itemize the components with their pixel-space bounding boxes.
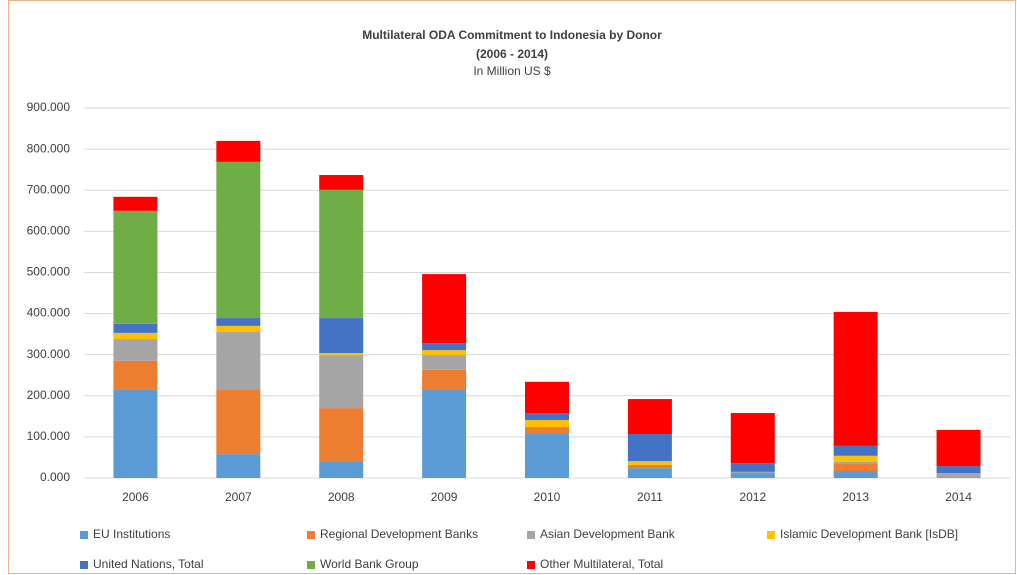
- x-tick-label: 2008: [328, 490, 355, 504]
- bar-segment: [833, 311, 878, 446]
- legend-swatch: [307, 561, 315, 569]
- bar-segment: [936, 473, 981, 478]
- x-tick-label: 2013: [842, 490, 869, 504]
- bar-segment: [113, 323, 158, 333]
- y-tick-label: 800.000: [27, 141, 71, 155]
- chart-subtitle: (2006 - 2014): [476, 47, 548, 61]
- bar-segment: [113, 210, 158, 324]
- legend-swatch: [767, 531, 775, 539]
- y-tick-label: 300.000: [27, 347, 71, 361]
- legend-label: Regional Development Banks: [320, 527, 478, 541]
- bar-segment: [216, 454, 261, 478]
- bar-segment: [422, 355, 467, 370]
- x-tick-label: 2012: [739, 490, 766, 504]
- bar-segment: [216, 318, 261, 326]
- y-tick-label: 900.000: [27, 100, 71, 114]
- bar-segment: [730, 473, 775, 478]
- y-tick-label: 600.000: [27, 224, 71, 238]
- legend-swatch: [527, 531, 535, 539]
- bar-segment: [936, 466, 981, 474]
- legend-label: United Nations, Total: [93, 557, 204, 571]
- y-tick-label: 400.000: [27, 306, 71, 320]
- bar-segment: [422, 350, 467, 356]
- legend-label: Asian Development Bank: [540, 527, 676, 541]
- bar-segment: [627, 464, 672, 469]
- bar-segment: [525, 434, 569, 478]
- legend-label: EU Institutions: [93, 527, 170, 541]
- bar-segment: [113, 332, 158, 340]
- bar-segment: [319, 353, 364, 356]
- bar-segment: [627, 434, 672, 462]
- bar-segment: [319, 189, 364, 319]
- chart-frame: [8, 0, 1016, 574]
- y-tick-label: 100.000: [27, 429, 71, 443]
- legend-label: Islamic Development Bank [IsDB]: [780, 527, 958, 541]
- y-tick-label: 200.000: [27, 388, 71, 402]
- bar-segment: [422, 343, 467, 351]
- legend-swatch: [527, 561, 535, 569]
- bar-segment: [730, 413, 775, 464]
- bar-segment: [422, 274, 467, 344]
- bar-segment: [319, 461, 364, 478]
- bar-segment: [936, 477, 981, 478]
- bar-segment: [319, 408, 364, 462]
- bar-segment: [730, 463, 775, 472]
- legend-label: World Bank Group: [320, 557, 419, 571]
- y-tick-label: 700.000: [27, 182, 71, 196]
- bar-segment: [936, 429, 981, 467]
- bar-segment: [833, 463, 878, 472]
- bar-segment: [627, 399, 672, 435]
- bar-segment: [319, 355, 364, 409]
- bar-segment: [422, 390, 467, 478]
- bar-segment: [113, 196, 158, 211]
- bar-segment: [216, 390, 261, 455]
- y-tick-label: 500.000: [27, 265, 71, 279]
- x-tick-label: 2007: [225, 490, 252, 504]
- bar-segment: [525, 381, 569, 414]
- bar-segment: [422, 369, 467, 391]
- bar-segment: [216, 161, 261, 319]
- bar-segment: [216, 325, 261, 333]
- bar-segment: [833, 455, 878, 462]
- bar-segment: [216, 332, 261, 391]
- y-tick-label: 0.000: [40, 470, 70, 484]
- chart-note: In Million US $: [473, 64, 551, 78]
- x-tick-label: 2009: [431, 490, 458, 504]
- bar-segment: [833, 445, 878, 456]
- x-tick-label: 2014: [945, 490, 972, 504]
- legend-swatch: [307, 531, 315, 539]
- bar-segment: [319, 318, 364, 354]
- legend-swatch: [80, 561, 88, 569]
- bar-segment: [113, 389, 158, 478]
- x-tick-label: 2010: [534, 490, 561, 504]
- bar-segment: [730, 471, 775, 474]
- bar-segment: [525, 420, 569, 428]
- bar-segment: [319, 175, 364, 190]
- bar-segment: [525, 427, 569, 435]
- bar-segment: [113, 339, 158, 361]
- bar-segment: [627, 468, 672, 478]
- x-tick-label: 2006: [122, 490, 149, 504]
- bar-segment: [627, 461, 672, 465]
- bar-segment: [113, 360, 158, 390]
- legend-label: Other Multilateral, Total: [540, 557, 663, 571]
- bar-segment: [833, 461, 878, 464]
- chart-title: Multilateral ODA Commitment to Indonesia…: [362, 28, 662, 42]
- bar-segment: [216, 140, 261, 162]
- bar-segment: [525, 413, 569, 421]
- x-tick-label: 2011: [637, 490, 663, 504]
- bar-segment: [833, 471, 878, 478]
- legend-swatch: [80, 531, 88, 539]
